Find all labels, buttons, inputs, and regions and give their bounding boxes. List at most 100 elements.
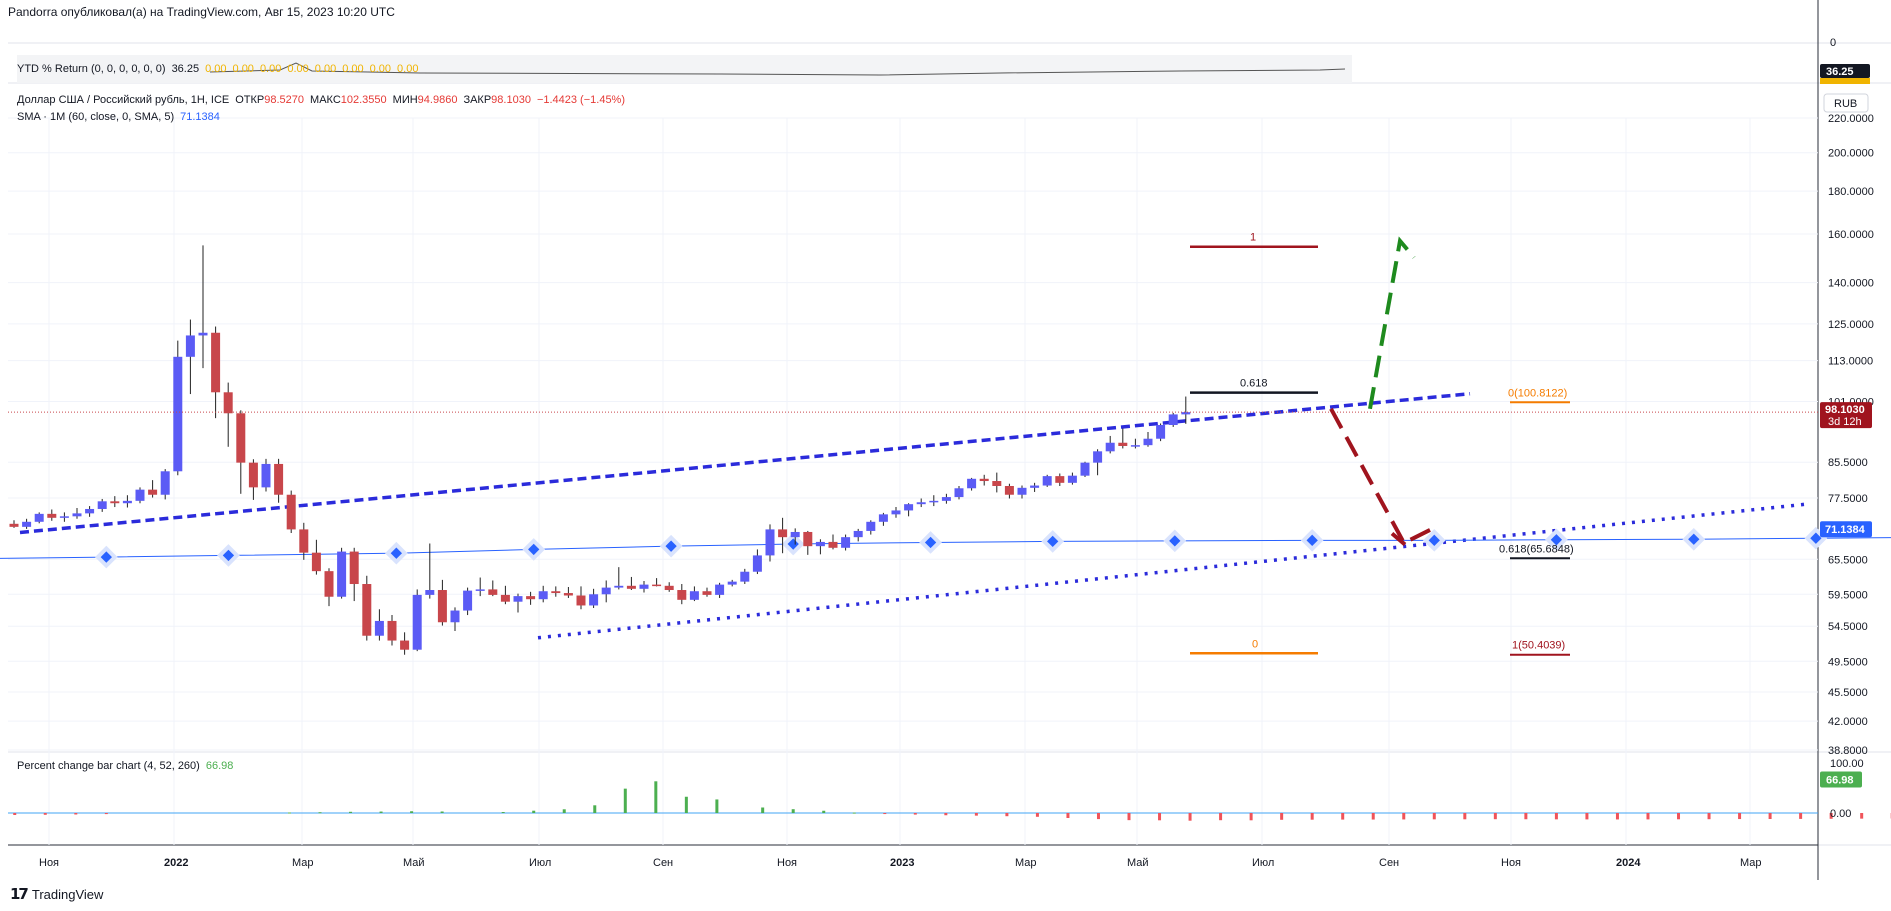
open-label: ОТКР	[235, 94, 265, 106]
pct-axis-top: 100.00	[1830, 758, 1864, 770]
candle-body	[437, 590, 447, 623]
candle-body	[652, 584, 662, 587]
x-tick-label: 2023	[890, 857, 914, 869]
pct-bar	[1127, 813, 1131, 821]
countdown-text: 3d 12h	[1828, 416, 1862, 428]
candle-body	[941, 497, 951, 501]
candle-body	[740, 571, 750, 582]
candle-body	[311, 552, 321, 572]
brand-name: TradingView	[31, 886, 104, 902]
y-tick-label: 49.5000	[1828, 656, 1868, 668]
candle-body	[122, 500, 132, 504]
candle-body	[904, 504, 914, 511]
footer[interactable]: 𝟭𝟳 TradingView	[10, 885, 103, 903]
candle-body	[664, 585, 674, 591]
upper-trendline	[19, 391, 1471, 535]
candle-body	[22, 521, 32, 527]
y-tick-label: 140.0000	[1828, 278, 1874, 290]
high-value: 102.3550	[340, 94, 387, 106]
ytd-line	[209, 62, 1346, 76]
fib-right-label-0: 0(100.8122)	[1508, 387, 1567, 399]
x-tick-label: Ноя	[1501, 857, 1521, 869]
ytd-extra-value: 0.00	[314, 63, 337, 75]
candle-body	[929, 500, 939, 503]
pct-badge-text: 66.98	[1826, 775, 1854, 787]
y-tick-label: 38.8000	[1828, 745, 1868, 757]
pct-bar	[822, 810, 826, 813]
candle-body	[1156, 425, 1166, 439]
pct-bar	[1829, 813, 1833, 819]
pct-bar	[349, 811, 353, 813]
pct-bar	[104, 813, 108, 815]
ytd-extra-value: 0.00	[205, 63, 227, 75]
candle-body	[538, 591, 548, 600]
x-tick-label: Июл	[1252, 857, 1274, 869]
candle-body	[967, 478, 977, 489]
pct-bar	[1371, 813, 1375, 820]
high-label: МАКС	[310, 94, 341, 106]
candle-body	[891, 510, 901, 515]
sma-value: 71.1384	[180, 111, 220, 123]
ytd-extra-value: 0.00	[342, 63, 364, 75]
candle-body	[752, 555, 762, 572]
candle-body	[589, 594, 599, 606]
fib-right-label-618: 0.618(65.6848)	[1499, 543, 1574, 555]
candle-body	[1004, 485, 1014, 495]
pct-bar	[440, 811, 444, 813]
sma-marker	[1306, 534, 1318, 546]
pct-bar	[1799, 813, 1803, 819]
ytd-band	[17, 55, 1352, 83]
candle-body	[324, 571, 334, 597]
low-label: МИН	[392, 94, 418, 106]
pct-bar	[1524, 813, 1528, 820]
pct-bar	[1463, 813, 1467, 820]
pct-bar	[287, 812, 291, 814]
pct-bar	[1280, 813, 1284, 820]
pct-bar	[1493, 813, 1497, 820]
candle-body	[72, 513, 82, 517]
candle-body	[412, 594, 422, 650]
pct-bar	[1432, 813, 1436, 820]
pct-bar	[74, 813, 78, 815]
candle-body	[34, 513, 44, 522]
candle-body	[563, 593, 573, 596]
candle-body	[374, 620, 384, 636]
pct-axis-zero: 0.00	[1830, 808, 1851, 820]
y-tick-label: 180.0000	[1828, 186, 1874, 198]
currency-button	[1823, 93, 1869, 113]
lower-trendline	[537, 502, 1807, 640]
pct-bar	[593, 805, 597, 813]
pct-bar	[1738, 813, 1742, 820]
pct-bar	[1554, 813, 1558, 820]
candle-body	[1042, 476, 1052, 486]
symbol-name: Доллар США / Российский рубль, 1Н, ICE	[17, 94, 230, 106]
candle-body	[702, 591, 712, 595]
pct-bar	[532, 810, 536, 813]
x-tick-label: Мар	[292, 857, 314, 869]
sma-legend: SMA · 1M (60, close, 0, SMA, 5) 71.1384	[17, 111, 220, 123]
y-tick-label: 220.0000	[1828, 113, 1874, 125]
sma-badge-text: 71.1384	[1825, 524, 1866, 536]
pct-bar	[1677, 813, 1681, 820]
candle-body	[223, 392, 233, 414]
fib-label-0: 0	[1252, 638, 1258, 650]
sma-marker	[1047, 535, 1059, 548]
ytd-extras: 0.00 0.00 0.00 0.00 0.00 0.00 0.00 0.00	[205, 63, 418, 75]
candle-body	[1143, 438, 1153, 446]
candle-body	[1067, 475, 1077, 483]
pct-bar	[379, 811, 383, 813]
candle-body	[135, 489, 145, 501]
x-tick-label: Ноя	[39, 857, 59, 869]
ytd-extra-value: 0.00	[397, 63, 419, 75]
pct-bar	[1402, 813, 1406, 820]
pct-bar	[684, 796, 688, 813]
red-forecast-arrow	[1329, 407, 1431, 546]
pct-bar	[13, 813, 17, 815]
change-value: −1.4423 (−1.45%)	[536, 94, 626, 106]
candle-body	[110, 501, 120, 504]
last-price-badge-text: 98.1030	[1825, 404, 1865, 416]
ytd-legend: YTD % Return (0, 0, 0, 0, 0, 0) 36.25 0.…	[17, 63, 418, 75]
pct-bar	[43, 813, 47, 815]
ytd-extra-value: 0.00	[369, 63, 392, 75]
